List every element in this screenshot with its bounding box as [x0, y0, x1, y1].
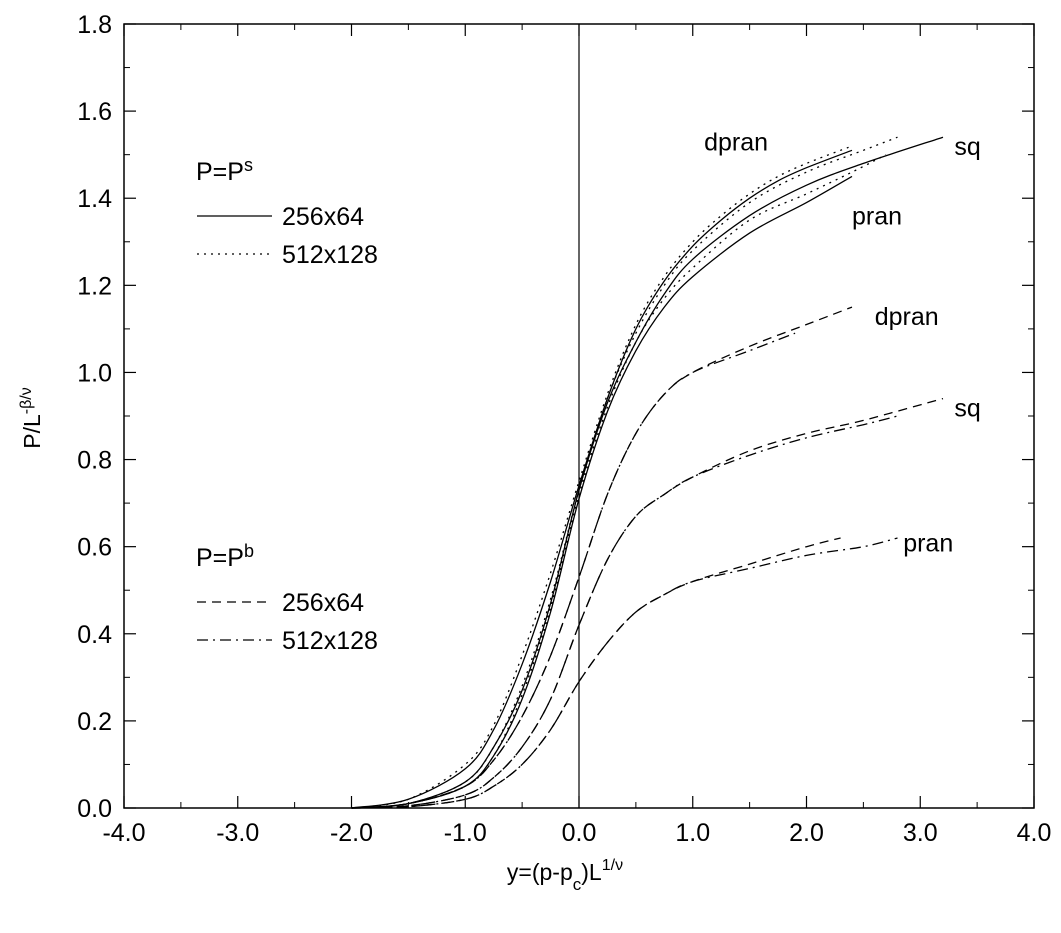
x-tick-label: -3.0	[216, 819, 259, 847]
x-tick-label: 3.0	[903, 819, 938, 847]
axis-ticks: -4.0 -3.0 -2.0 -1.0 0.0 1.0 2.0 3.0 4.0 0.0 0.2 0.4…	[77, 11, 1051, 847]
x-tick-label: 1.0	[675, 819, 710, 847]
y-tick-label: 0.6	[77, 534, 112, 562]
annotation-pran: pran	[852, 203, 902, 231]
legend-title-main: P=P	[196, 158, 244, 186]
series-dpran-pb-512x128	[351, 332, 796, 809]
legend-label: 256x64	[282, 589, 364, 617]
y-tick-label: 0.8	[77, 447, 112, 475]
annotation-pran: pran	[903, 529, 953, 557]
series-sq-ps-256x64	[351, 136, 944, 809]
series-sq-pb-512x128	[351, 415, 898, 809]
series-dpran-pb-256x64	[351, 306, 853, 809]
x-tick-label: -4.0	[102, 819, 145, 847]
y-tick-label: 0.0	[77, 795, 112, 823]
y-tick-label: 1.2	[77, 272, 112, 300]
x-axis-title-main: y=(p-p	[507, 859, 573, 885]
y-tick-label: 1.6	[77, 98, 112, 126]
series-sq-ps-512x128	[351, 136, 898, 809]
legend-title-superscript: b	[244, 541, 254, 561]
legend-group-title: P=Pb	[196, 541, 254, 572]
annotation-dpran: dpran	[704, 129, 768, 157]
x-axis-title-subscript: c	[573, 875, 582, 894]
legend-label: 256x64	[282, 203, 364, 231]
series-pran-pb-256x64	[351, 537, 841, 809]
y-tick-label: 1.0	[77, 359, 112, 387]
y-tick-label: 0.2	[77, 708, 112, 736]
x-tick-label: 4.0	[1017, 819, 1052, 847]
annotation-dpran: dpran	[875, 303, 939, 331]
annotation-sq: sq	[954, 394, 980, 422]
x-axis-title-superscript: 1/ν	[602, 857, 623, 874]
x-axis-title-mid: )L	[581, 859, 602, 885]
legend-label: 512x128	[282, 627, 378, 655]
x-tick-label: -1.0	[444, 819, 487, 847]
series-sq-pb-256x64	[351, 397, 944, 809]
y-tick-label: 1.8	[77, 11, 112, 39]
legend-label: 512x128	[282, 241, 378, 269]
x-tick-label: -2.0	[330, 819, 373, 847]
series-pran-pb-512x128	[351, 537, 898, 809]
series-pran-ps-512x128	[351, 154, 887, 809]
y-axis-title-superscript: -β/ν	[18, 387, 35, 414]
y-axis-title-main: P/L	[19, 414, 45, 449]
series-dpran-ps-512x128	[351, 145, 853, 809]
series-pran-ps-256x64	[351, 175, 853, 809]
curve-annotations: dpran sq pran dpran sq pran	[704, 129, 981, 558]
series-dpran-ps-256x64	[351, 149, 853, 809]
annotation-sq: sq	[954, 133, 980, 161]
legend-group-title: P=Ps	[196, 155, 253, 186]
legend-title-main: P=P	[196, 544, 244, 572]
y-tick-label: 0.4	[77, 621, 112, 649]
plot-frame	[123, 23, 1035, 809]
x-tick-label: 2.0	[789, 819, 824, 847]
series-layer	[351, 136, 944, 809]
legend-title-superscript: s	[244, 155, 253, 175]
x-tick-label: 0.0	[562, 819, 597, 847]
y-axis-title: P/L-β/ν	[18, 387, 45, 449]
y-tick-label: 1.4	[77, 185, 112, 213]
x-axis-title: y=(p-pc)L1/ν	[507, 857, 623, 894]
